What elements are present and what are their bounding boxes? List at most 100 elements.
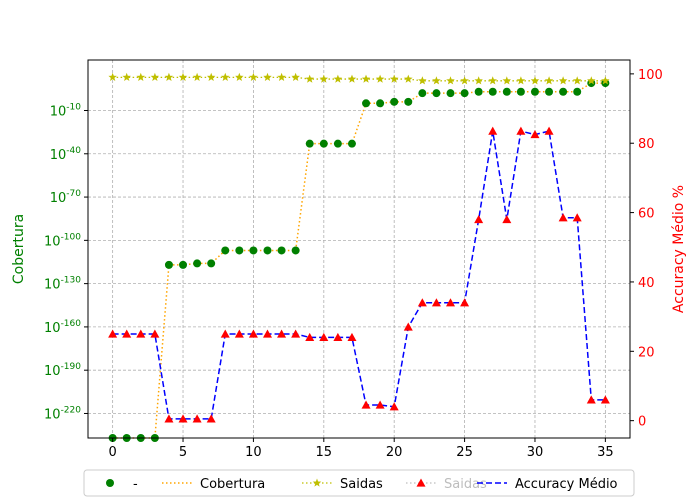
data-point-triangle (150, 329, 160, 338)
grid (88, 60, 630, 438)
data-point-triangle (431, 298, 441, 307)
data-point-star (404, 74, 413, 83)
data-point-triangle (389, 402, 399, 411)
data-point-star (333, 74, 343, 83)
data-point-star (474, 76, 483, 85)
data-point-circle (446, 89, 455, 98)
data-point-star (178, 72, 188, 81)
data-point-circle (432, 89, 441, 98)
data-point-triangle (600, 395, 610, 404)
data-point-triangle (319, 332, 329, 342)
data-point-triangle (474, 215, 484, 224)
data-point-star (460, 76, 469, 85)
data-point-triangle (291, 329, 301, 338)
left-tick-label: 10-130 (44, 276, 81, 293)
data-point-triangle (220, 329, 230, 338)
data-point-star (389, 74, 399, 83)
data-point-triangle (375, 400, 385, 409)
data-point-star (206, 72, 216, 81)
data-point-circle (502, 87, 511, 96)
x-tick-label: 5 (179, 445, 187, 460)
data-point-triangle (446, 298, 456, 307)
legend: - Cobertura Saidas Saidas Accuracy Médio (83, 469, 635, 497)
plot-frame (87, 59, 631, 439)
data-point-triangle (417, 298, 427, 307)
legend-marker-star (312, 478, 322, 487)
data-point-triangle (488, 126, 498, 135)
left-tick-label: 10-100 (44, 232, 81, 249)
data-point-triangle (544, 126, 554, 135)
data-point-triangle (530, 130, 540, 139)
data-point-circle (221, 246, 230, 255)
data-point-circle (305, 139, 314, 148)
data-point-star (530, 76, 540, 85)
right-tick-label: 20 (638, 345, 655, 360)
legend-label: Cobertura (200, 477, 265, 492)
data-point-triangle (108, 329, 118, 338)
data-point-triangle (347, 332, 357, 342)
data-point-star (601, 76, 610, 85)
right-tick-label: 80 (638, 137, 655, 152)
data-point-star (277, 72, 286, 81)
right-tick-label: 100 (638, 68, 663, 83)
data-point-circle (347, 139, 356, 148)
data-point-triangle (192, 414, 202, 423)
data-point-star (502, 76, 512, 85)
x-tick-label: 20 (386, 445, 403, 460)
x-tick-label: 25 (456, 445, 473, 460)
data-point-star (418, 76, 427, 85)
data-point-star (291, 72, 300, 81)
legend-label: Accuracy Médio (515, 477, 618, 492)
data-point-circle (559, 87, 568, 96)
data-point-circle (291, 246, 300, 255)
legend-label: Saidas (444, 477, 487, 492)
left-tick-label: 10-10 (50, 102, 82, 119)
data-point-circle (404, 97, 413, 106)
data-point-star (319, 74, 329, 83)
data-point-star (150, 72, 160, 81)
data-point-triangle (277, 329, 287, 338)
left-tick-label: 10-220 (44, 405, 81, 422)
data-point-triangle (234, 329, 244, 338)
left-tick-label: 10-160 (44, 319, 81, 336)
right-axis-label: Accuracy Médio % (671, 185, 687, 313)
data-point-triangle (305, 332, 315, 342)
data-point-triangle (516, 126, 526, 135)
data-point-circle (179, 260, 188, 269)
data-point-star (122, 72, 131, 81)
data-point-star (544, 76, 554, 85)
legend-label: Saidas (340, 477, 383, 492)
data-point-circle (263, 246, 272, 255)
data-point-circle (390, 97, 399, 106)
data-point-star (305, 74, 314, 83)
data-point-star (164, 72, 174, 81)
data-point-circle (573, 87, 582, 96)
data-point-circle (418, 89, 427, 98)
data-point-star (375, 74, 385, 83)
data-point-star (235, 72, 244, 81)
data-point-circle (193, 259, 202, 268)
x-axis: 0 5 10 15 20 25 30 35 (108, 438, 614, 460)
data-point-circle (249, 246, 258, 255)
left-tick-label: 10-40 (50, 146, 82, 163)
data-point-circle (530, 87, 539, 96)
data-point-triangle (122, 329, 132, 338)
data-point-circle (362, 99, 371, 108)
data-point-star (221, 72, 230, 81)
data-point-star (558, 76, 568, 85)
data-point-star (347, 74, 357, 83)
data-point-circle (235, 246, 244, 255)
right-tick-label: 0 (638, 415, 646, 430)
legend-marker-triangle (416, 478, 426, 487)
data-point-triangle (136, 329, 146, 338)
data-point-star (516, 76, 526, 85)
data-point-star (587, 76, 596, 85)
data-point-triangle (178, 414, 188, 423)
data-point-circle (376, 99, 385, 108)
x-tick-label: 30 (527, 445, 544, 460)
series-layer (108, 72, 610, 442)
data-point-triangle (262, 329, 272, 338)
data-point-circle (319, 139, 328, 148)
left-axis: 10-10 10-40 10-70 10-100 10-130 10-160 10-190 1… (44, 102, 88, 422)
